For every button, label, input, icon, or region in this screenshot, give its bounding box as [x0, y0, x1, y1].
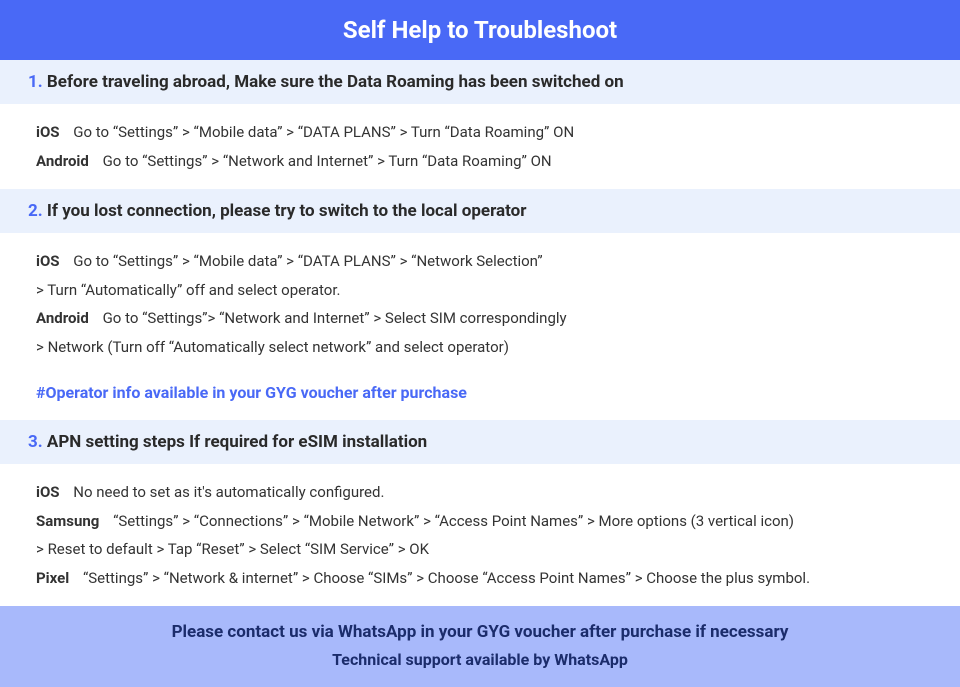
section-2-number: 2. [28, 201, 43, 221]
instruction-row: Pixel “Settings” > “Network & internet” … [36, 564, 924, 593]
platform-label: Pixel [36, 569, 69, 587]
instruction-text: Go to “Settings” > “Mobile data” > “DATA… [73, 252, 542, 270]
section-3-bold: APN setting steps If required for eSIM i… [47, 432, 427, 452]
page-title: Self Help to Troubleshoot [0, 0, 960, 60]
section-1-rest: Make sure the Data Roaming has been swit… [234, 72, 623, 92]
instruction-row: iOS Go to “Settings” > “Mobile data” > “… [36, 118, 924, 147]
platform-label: iOS [36, 483, 60, 501]
instruction-row: Samsung “Settings” > “Connections” > “Mo… [36, 507, 924, 536]
instruction-continuation: > Network (Turn off “Automatically selec… [36, 333, 924, 362]
instruction-row: iOS No need to set as it's automatically… [36, 478, 924, 507]
instruction-text: Go to “Settings” > “Mobile data” > “DATA… [73, 123, 574, 141]
instruction-text: Go to “Settings”> “Network and Internet”… [103, 309, 567, 327]
platform-label: Samsung [36, 512, 99, 530]
instruction-continuation: > Reset to default > Tap “Reset” > Selec… [36, 535, 924, 564]
platform-label: iOS [36, 252, 60, 270]
section-1-body: iOS Go to “Settings” > “Mobile data” > “… [0, 104, 960, 189]
instruction-text: “Settings” > “Connections” > “Mobile Net… [113, 512, 794, 530]
section-2-note: #Operator info available in your GYG vou… [0, 375, 960, 420]
section-1-bold: Before traveling abroad, [47, 72, 230, 92]
section-1-number: 1. [28, 72, 43, 92]
section-3-number: 3. [28, 432, 43, 452]
instruction-row: Android Go to “Settings”> “Network and I… [36, 304, 924, 333]
instruction-text: No need to set as it's automatically con… [73, 483, 384, 501]
section-3-body: iOS No need to set as it's automatically… [0, 464, 960, 606]
platform-label: iOS [36, 123, 60, 141]
section-2-body: iOS Go to “Settings” > “Mobile data” > “… [0, 233, 960, 375]
section-2-title: 2. If you lost connection, please try to… [0, 189, 960, 233]
section-1-title: 1. Before traveling abroad, Make sure th… [0, 60, 960, 104]
section-3-title: 3. APN setting steps If required for eSI… [0, 420, 960, 464]
instruction-continuation: > Turn “Automatically” off and select op… [36, 276, 924, 305]
section-2-bold: If you lost connection, please try to sw… [47, 201, 527, 221]
platform-label: Android [36, 152, 89, 170]
instruction-text: “Settings” > “Network & internet” > Choo… [83, 569, 810, 587]
footer-line-2: Technical support available by WhatsApp [20, 650, 940, 669]
footer-line-1: Please contact us via WhatsApp in your G… [20, 622, 940, 642]
platform-label: Android [36, 309, 89, 327]
footer: Please contact us via WhatsApp in your G… [0, 606, 960, 687]
instruction-row: Android Go to “Settings” > “Network and … [36, 147, 924, 176]
instruction-text: Go to “Settings” > “Network and Internet… [103, 152, 552, 170]
instruction-row: iOS Go to “Settings” > “Mobile data” > “… [36, 247, 924, 276]
